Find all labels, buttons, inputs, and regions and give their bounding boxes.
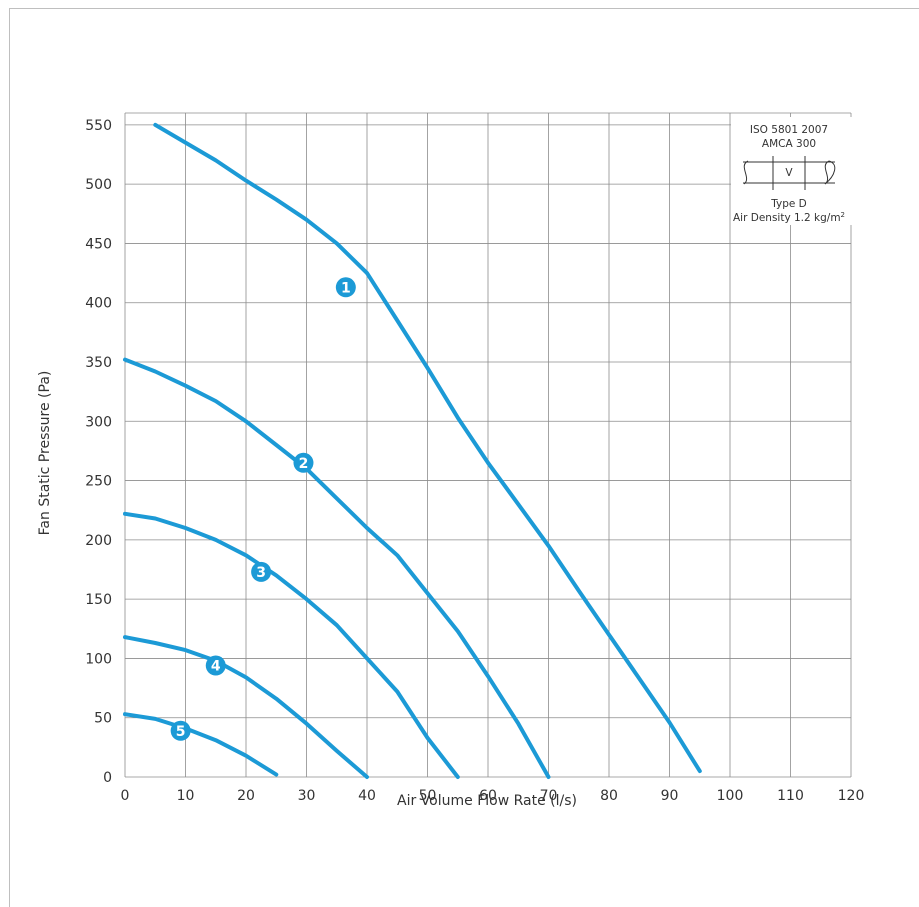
legend-standard: ISO 5801 2007	[750, 124, 828, 136]
x-tick-label: 100	[717, 788, 744, 804]
y-axis-title: Fan Static Pressure (Pa)	[37, 371, 53, 536]
x-tick-label: 0	[121, 788, 130, 804]
x-tick-label: 90	[661, 788, 679, 804]
curve-5	[123, 712, 279, 777]
x-axis-title: Air Volume Flow Rate (l/s)	[397, 793, 577, 809]
y-tick-label: 300	[85, 414, 112, 430]
legend-density: Air Density 1.2 kg/m2	[733, 211, 845, 224]
legend-duct-label: V	[785, 167, 793, 179]
curve-1	[153, 122, 702, 774]
grid-lines	[124, 112, 852, 778]
curve-badge-5	[170, 720, 191, 741]
y-tick-label: 100	[85, 651, 112, 667]
x-tick-labels: 0 10 20 30 40 50 60 70 80 90 100 110 120	[121, 788, 865, 804]
curve-3	[123, 511, 460, 779]
y-tick-label: 200	[85, 533, 112, 549]
curve-badge-2	[293, 452, 314, 473]
legend-type: Type D	[770, 198, 807, 210]
curve-badge-label-1: 1	[341, 280, 351, 296]
curve-badge-1	[335, 277, 356, 298]
y-tick-labels: 0 50 100 150 200 250 300 350 400 450 500 550	[85, 118, 112, 786]
duct-diagram-icon	[743, 156, 836, 190]
x-tick-label: 30	[298, 788, 316, 804]
y-tick-label: 550	[85, 118, 112, 134]
x-tick-label: 120	[838, 788, 865, 804]
x-tick-label: 10	[177, 788, 195, 804]
curve-number-badges: 1 2 3 4 5	[170, 277, 356, 741]
x-tick-label: 20	[237, 788, 255, 804]
x-tick-label: 80	[600, 788, 618, 804]
y-tick-label: 50	[94, 711, 112, 727]
curve-badge-4	[205, 655, 226, 676]
y-tick-label: 150	[85, 592, 112, 608]
x-tick-label: 40	[358, 788, 376, 804]
x-tick-label: 50	[419, 788, 437, 804]
curve-badge-label-5: 5	[176, 724, 186, 740]
x-tick-label: 70	[540, 788, 558, 804]
curve-badge-3	[251, 561, 272, 582]
y-tick-label: 350	[85, 355, 112, 371]
legend-amca: AMCA 300	[762, 138, 816, 150]
page-frame	[9, 8, 919, 907]
curve-badge-label-4: 4	[211, 659, 221, 675]
x-tick-label: 60	[479, 788, 497, 804]
y-tick-label: 0	[103, 770, 112, 786]
legend-density-sup: 2	[841, 211, 845, 219]
y-tick-label: 400	[85, 296, 112, 312]
curve-badge-label-3: 3	[256, 565, 266, 581]
curve-2	[123, 357, 551, 779]
y-tick-label: 250	[85, 474, 112, 490]
x-tick-label: 110	[777, 788, 804, 804]
y-tick-label: 500	[85, 177, 112, 193]
legend-density-text: Air Density 1.2 kg/m	[733, 212, 841, 224]
curve-badge-label-2: 2	[299, 456, 309, 472]
curves	[123, 122, 702, 779]
test-standard-legend: ISO 5801 2007 AMCA 300 V Type D Air Dens…	[731, 117, 855, 225]
y-tick-label: 450	[85, 236, 112, 252]
curve-4	[123, 635, 369, 779]
